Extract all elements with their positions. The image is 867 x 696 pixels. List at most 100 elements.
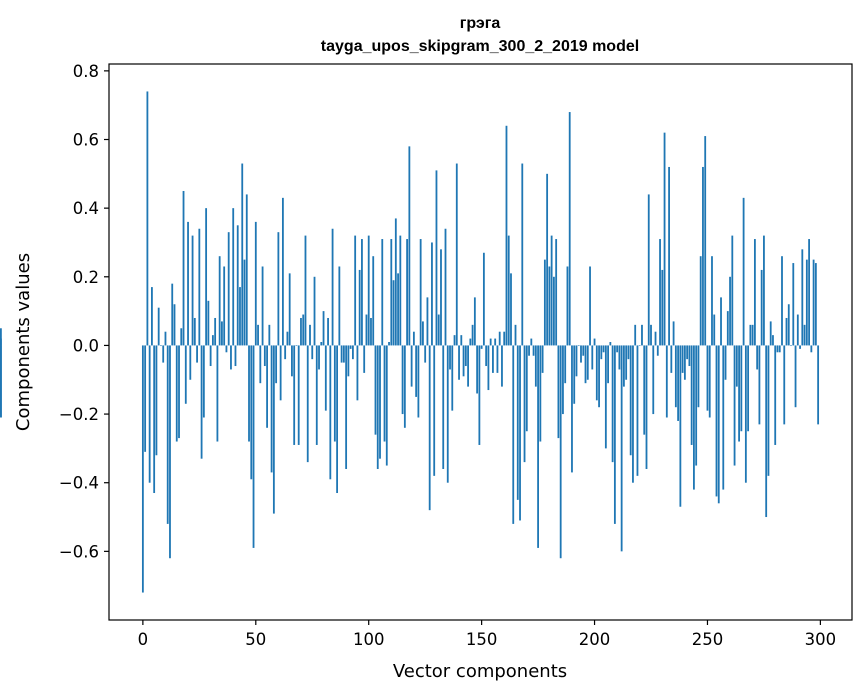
bar-component-247: [699, 256, 702, 346]
bar-component-196: [584, 345, 587, 384]
bar-component-193: [577, 345, 580, 347]
bar-component-83: [329, 345, 332, 480]
bar-component-190: [571, 345, 573, 473]
bar-component-236: [674, 345, 677, 408]
bar-component-152: [485, 345, 488, 367]
bar-component-217: [632, 345, 634, 483]
bar-component-8: [160, 345, 162, 347]
bar-component-255: [717, 345, 720, 504]
bar-component-33: [216, 345, 219, 442]
bar-component-88: [340, 345, 343, 363]
bar-component-21: [189, 345, 192, 380]
bar-component-189: [568, 112, 571, 346]
bar-component-266: [742, 197, 745, 346]
bar-component-169: [523, 345, 526, 463]
bar-component-260: [729, 276, 731, 346]
bar-component-216: [629, 345, 632, 456]
x-tick-label: 200: [579, 630, 611, 649]
bar-component-80: [322, 311, 325, 346]
bar-component-86: [336, 345, 338, 494]
bar-component-164: [512, 345, 515, 524]
bar-component-107: [383, 345, 386, 442]
bar-component-140: [458, 345, 460, 380]
bar-component-280: [774, 345, 777, 445]
bar-component-79: [320, 342, 323, 346]
bar-component-197: [586, 345, 589, 380]
bar-component-168: [521, 163, 524, 346]
bar-component-205: [604, 345, 607, 449]
bar-component-42: [236, 225, 239, 346]
bar-component-229: [659, 239, 661, 346]
bar-component-210: [616, 345, 619, 353]
bar-component-37: [225, 345, 228, 353]
bar-component-111: [392, 280, 395, 346]
bar-component-5: [153, 345, 156, 494]
bar-component-63: [284, 345, 287, 360]
bar-component-15: [175, 345, 178, 442]
bar-component-71: [302, 314, 305, 346]
bar-component-158: [498, 331, 501, 346]
bar-component-141: [460, 335, 463, 346]
bar-component-294: [805, 259, 808, 346]
bar-component-94: [354, 235, 357, 346]
bar-component-129: [433, 345, 436, 476]
bar-component-100: [367, 235, 370, 346]
bar-component-256: [720, 297, 722, 346]
bar-component-285: [785, 317, 788, 346]
bar-component-76: [313, 276, 316, 346]
x-tick-label: 100: [353, 630, 385, 649]
bar-component-92: [349, 345, 352, 349]
bar-component-297: [812, 259, 815, 346]
bar-component-116: [403, 345, 406, 428]
bar-component-165: [514, 324, 517, 346]
bar-component-245: [695, 345, 698, 466]
bar-component-253: [713, 314, 716, 346]
bar-component-112: [394, 218, 397, 346]
bar-component-121: [415, 345, 418, 397]
bar-component-209: [613, 345, 616, 524]
bar-component-50: [254, 221, 257, 346]
bar-component-61: [279, 345, 282, 401]
bar-component-13: [171, 283, 174, 346]
bar-component-118: [408, 146, 411, 346]
bar-component-47: [248, 345, 250, 442]
bar-component-60: [277, 232, 280, 346]
bar-component-186: [562, 345, 564, 415]
bar-component-259: [726, 311, 729, 346]
bar-component-138: [453, 335, 456, 346]
bar-component-113: [397, 273, 399, 346]
bar-component-198: [589, 266, 591, 346]
bar-component-52: [259, 345, 262, 384]
bar-component-23: [193, 317, 196, 346]
y-tick-label: 0.0: [73, 336, 99, 355]
bar-component-95: [356, 345, 359, 401]
bar-component-298: [814, 263, 817, 346]
bar-component-11: [166, 345, 169, 524]
bar-component-203: [600, 345, 603, 360]
bar-component-290: [796, 314, 799, 346]
bar-component-12: [169, 345, 171, 559]
bar-component-175: [537, 345, 539, 548]
bar-component-49: [252, 345, 255, 548]
bar-component-17: [180, 328, 183, 346]
x-tick-label: 0: [138, 630, 149, 649]
bar-component-289: [794, 345, 797, 408]
bar-component-72: [304, 235, 307, 346]
bar-component-39: [230, 345, 232, 370]
bar-component-220: [638, 345, 641, 347]
bar-component-188: [566, 266, 569, 346]
x-tick-label: 300: [805, 630, 837, 649]
bar-component-219: [636, 345, 639, 476]
bar-component-199: [591, 345, 594, 370]
bar-component-291: [799, 345, 801, 349]
bar-component-258: [724, 345, 727, 380]
bar-component-122: [417, 345, 420, 418]
bar-component-181: [550, 235, 553, 346]
bar-component-117: [406, 239, 409, 346]
bar-component-230: [661, 269, 664, 346]
bar-component-9: [162, 345, 165, 363]
bar-component-115: [401, 345, 404, 415]
bar-component-179: [546, 173, 549, 346]
bar-component-225: [650, 324, 652, 346]
bar-component-264: [738, 345, 740, 442]
